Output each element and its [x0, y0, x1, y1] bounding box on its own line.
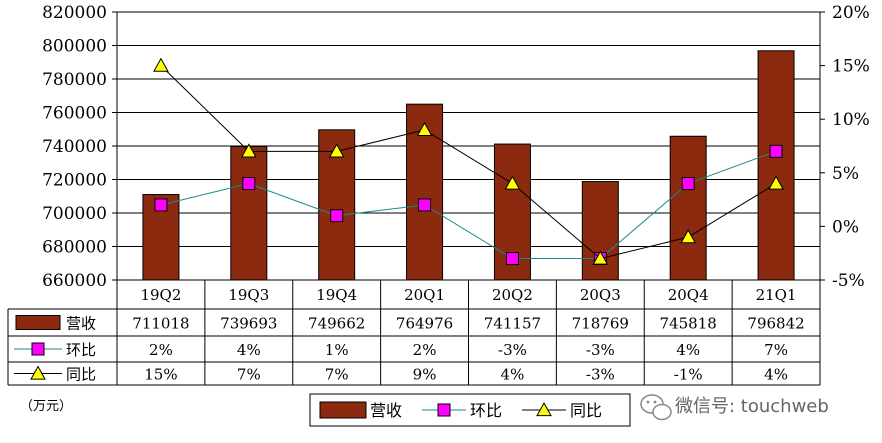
- table-cell: 749662: [308, 315, 365, 333]
- square-marker: [31, 342, 45, 356]
- wechat-icon: [640, 394, 672, 421]
- square-marker: [769, 144, 783, 158]
- table-cell: 2%: [149, 341, 173, 359]
- right-tick-label: 20%: [832, 3, 870, 23]
- table-cell: 764976: [396, 315, 453, 333]
- table-cell: 4%: [676, 341, 700, 359]
- left-tick-label: 740000: [42, 137, 107, 157]
- table-cell: 741157: [484, 315, 541, 333]
- triangle-marker: [504, 175, 521, 190]
- left-tick-label: 680000: [42, 238, 107, 258]
- triangle-marker: [153, 57, 169, 72]
- bar: [757, 50, 795, 281]
- row-label: 同比: [66, 366, 96, 384]
- row-key-bar: [15, 315, 61, 330]
- bar-series: [142, 50, 795, 281]
- table-cell: -3%: [586, 366, 615, 384]
- legend-label: 环比: [470, 401, 502, 420]
- triangle-marker: [592, 250, 609, 265]
- line-series: [153, 57, 784, 266]
- right-tick-label: -5%: [832, 271, 865, 291]
- table-cell: 739693: [220, 315, 277, 333]
- table-cell: 1%: [325, 341, 349, 359]
- triangle-marker: [416, 121, 433, 137]
- triangle-marker: [536, 401, 552, 417]
- table-cell: -1%: [674, 366, 703, 384]
- table-cell: 4%: [764, 366, 788, 384]
- grid-lines: [117, 11, 820, 281]
- table-cell: 2%: [413, 341, 437, 359]
- square-marker: [681, 177, 695, 191]
- right-axis-ticks: -5% 0% 5% 10% 15% 20%: [820, 3, 870, 291]
- square-marker: [154, 198, 168, 212]
- legend-label: 营收: [370, 401, 402, 420]
- row-label: 环比: [66, 341, 96, 359]
- table-cell: 718769: [572, 315, 629, 333]
- category-label: 21Q1: [756, 286, 797, 304]
- series-line: [160, 150, 777, 260]
- table-cell: 9%: [413, 366, 437, 384]
- left-tick-label: 800000: [42, 37, 107, 57]
- right-tick-label: 15%: [832, 57, 870, 77]
- table-cell: 7%: [764, 341, 788, 359]
- watermark-text: 微信号: touchweb: [675, 396, 829, 417]
- table-cell: 15%: [144, 366, 177, 384]
- right-tick-label: 10%: [832, 110, 870, 130]
- left-tick-label: 700000: [42, 204, 107, 224]
- left-tick-label: 720000: [42, 171, 107, 191]
- triangle-marker: [768, 175, 784, 190]
- series-line: [160, 65, 777, 260]
- table-cell: -3%: [498, 341, 527, 359]
- table-cell: 4%: [237, 341, 261, 359]
- square-marker: [418, 198, 432, 212]
- triangle-marker: [240, 143, 257, 158]
- data-table: 19Q2 19Q3 19Q4 20Q1 20Q2 20Q3 20Q4 21Q1 营收 711018…: [7, 280, 821, 386]
- table-cell: -3%: [586, 341, 615, 359]
- category-label: 19Q4: [316, 286, 357, 304]
- table-cell: 7%: [325, 366, 349, 384]
- legend: 营收 环比 同比: [309, 393, 631, 427]
- right-tick-label: 0%: [832, 217, 859, 237]
- watermark: 微信号: touchweb: [640, 394, 829, 421]
- row-label: 营收: [66, 315, 96, 333]
- table-cell: 745818: [660, 315, 717, 333]
- triangle-marker: [30, 365, 46, 380]
- table-cell: 7%: [237, 366, 261, 384]
- legend-key-bar: [319, 401, 367, 419]
- left-tick-label: 760000: [42, 104, 107, 124]
- triangle-marker: [328, 143, 345, 158]
- triangle-marker: [680, 229, 697, 244]
- left-axis-ticks: 660000 680000 700000 720000 740000 760000 7800…: [42, 3, 117, 291]
- category-label: 20Q2: [492, 286, 533, 304]
- square-marker: [437, 403, 451, 417]
- category-label: 20Q4: [668, 286, 709, 304]
- square-marker: [505, 252, 519, 266]
- square-marker: [242, 177, 256, 191]
- bar: [230, 146, 268, 281]
- table-cell: 4%: [501, 366, 525, 384]
- bar: [581, 181, 619, 281]
- left-tick-label: 780000: [42, 70, 107, 90]
- bar: [669, 135, 707, 281]
- square-marker: [330, 209, 344, 223]
- right-tick-label: 5%: [832, 164, 859, 184]
- category-label: 20Q3: [580, 286, 621, 304]
- left-tick-label: 820000: [42, 3, 107, 23]
- unit-label: （万元）: [20, 399, 72, 414]
- table-cell: 711018: [132, 315, 189, 333]
- category-label: 20Q1: [404, 286, 445, 304]
- category-label: 19Q3: [228, 286, 269, 304]
- left-tick-label: 660000: [42, 271, 107, 291]
- legend-label: 同比: [570, 401, 602, 420]
- table-cell: 796842: [747, 315, 804, 333]
- category-label: 19Q2: [140, 286, 181, 304]
